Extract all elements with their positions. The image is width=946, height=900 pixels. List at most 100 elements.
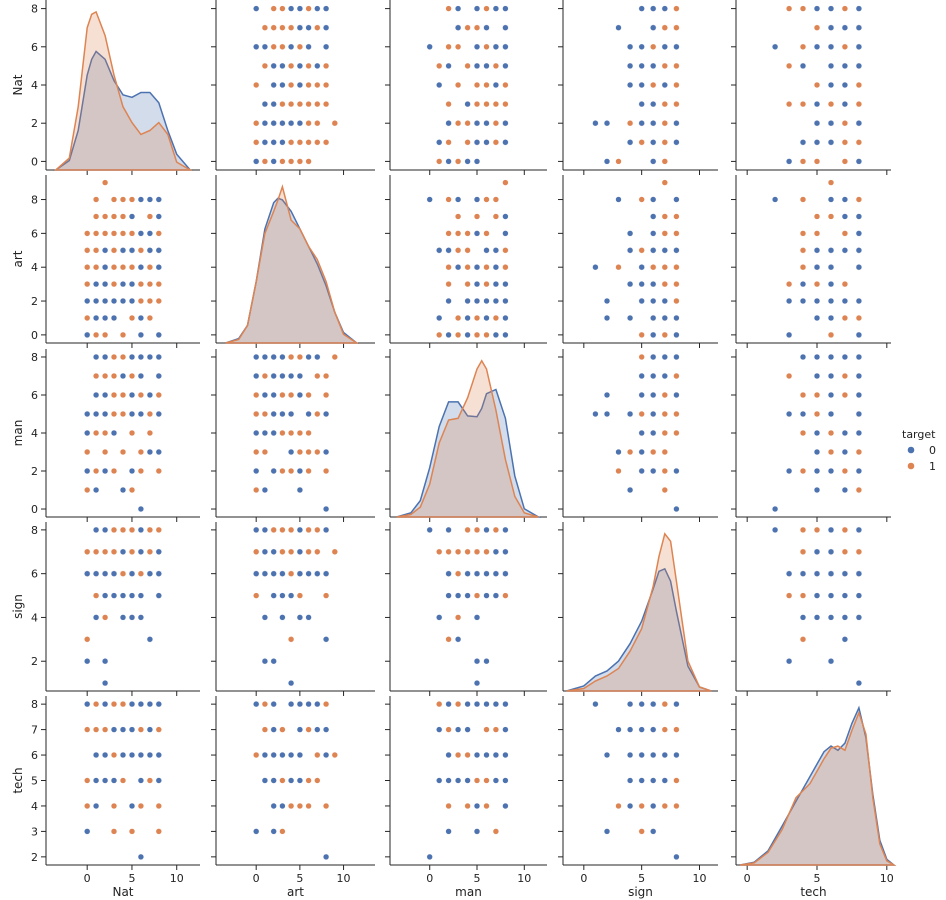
scatter-point-target-0: [128, 353, 136, 361]
scatter-point-target-1: [84, 802, 91, 810]
scatter-point-target-1: [110, 467, 118, 475]
scatter-point-target-1: [92, 372, 100, 380]
scatter-point-target-0: [92, 281, 100, 288]
scatter-point-target-0: [305, 700, 312, 708]
scatter-point-target-0: [673, 247, 680, 254]
scatter-point-target-0: [270, 802, 277, 810]
scatter-point-target-0: [137, 505, 145, 513]
scatter-point-target-0: [841, 614, 849, 621]
scatter-point-target-0: [92, 297, 100, 305]
scatter-point-target-0: [92, 526, 100, 534]
scatter-point-target-0: [128, 592, 136, 599]
scatter-point-target-1: [841, 43, 849, 50]
scatter-point-target-1: [455, 81, 462, 89]
scatter-point-target-1: [101, 726, 109, 733]
scatter-point-target-0: [128, 726, 136, 733]
scatter-point-target-0: [502, 700, 509, 708]
x-tick-label: 0: [253, 872, 260, 885]
scatter-point-target-0: [502, 62, 509, 70]
scatter-point-target-1: [288, 391, 295, 399]
y-tick-label: 4: [31, 261, 38, 274]
scatter-point-target-0: [270, 62, 277, 70]
scatter-point-target-0: [146, 570, 154, 577]
scatter-point-target-1: [483, 331, 490, 339]
scatter-point-target-0: [92, 614, 100, 621]
scatter-point-target-1: [492, 62, 500, 70]
scatter-point-target-0: [650, 247, 657, 254]
y-tick-label: 4: [31, 611, 38, 624]
scatter-point-target-1: [799, 5, 807, 12]
scatter-point-target-1: [813, 391, 821, 399]
scatter-point-target-0: [101, 679, 109, 687]
subplot-sign-vs-man: [385, 522, 547, 696]
scatter-point-target-1: [638, 828, 645, 835]
scatter-point-target-0: [841, 213, 849, 220]
scatter-point-target-1: [445, 100, 452, 108]
scatter-point-target-0: [827, 247, 835, 254]
scatter-point-target-1: [296, 448, 304, 456]
scatter-point-target-0: [855, 43, 863, 50]
scatter-point-target-1: [296, 353, 304, 361]
scatter-point-target-0: [473, 5, 481, 12]
scatter-point-target-0: [638, 700, 645, 708]
scatter-point-target-0: [288, 751, 295, 759]
scatter-point-target-0: [855, 247, 863, 254]
scatter-point-target-0: [323, 570, 330, 577]
scatter-point-target-1: [436, 158, 443, 165]
scatter-point-target-0: [638, 81, 645, 89]
scatter-point-target-1: [473, 81, 481, 89]
scatter-point-target-0: [813, 264, 821, 271]
scatter-point-target-1: [661, 62, 668, 70]
legend-label-1: 1: [929, 460, 936, 473]
scatter-point-target-1: [473, 314, 481, 322]
scatter-point-target-0: [855, 429, 863, 437]
scatter-point-target-1: [483, 5, 490, 12]
scatter-point-target-0: [483, 526, 490, 534]
scatter-point-target-0: [855, 410, 863, 418]
scatter-point-target-0: [799, 353, 807, 361]
scatter-point-target-1: [785, 592, 793, 599]
scatter-point-target-1: [279, 100, 286, 108]
scatter-point-target-0: [110, 726, 118, 733]
y-tick-label: 6: [31, 227, 38, 240]
scatter-point-target-1: [813, 281, 821, 288]
scatter-point-target-0: [841, 196, 849, 203]
scatter-point-target-0: [855, 570, 863, 577]
y-tick-label: 6: [31, 568, 38, 581]
scatter-point-target-0: [785, 658, 793, 665]
scatter-point-target-0: [146, 353, 154, 361]
scatter-point-target-0: [492, 5, 500, 12]
kde-curve-target-1: [225, 184, 360, 344]
scatter-point-target-1: [119, 213, 127, 220]
scatter-point-target-1: [473, 213, 481, 220]
scatter-point-target-0: [673, 505, 680, 513]
scatter-point-target-1: [261, 448, 269, 456]
scatter-point-target-1: [128, 230, 136, 237]
scatter-point-target-0: [261, 429, 269, 437]
scatter-point-target-1: [502, 592, 509, 599]
scatter-point-target-1: [146, 213, 154, 220]
scatter-point-target-1: [483, 726, 490, 733]
scatter-point-target-0: [279, 120, 286, 127]
scatter-point-target-0: [841, 570, 849, 577]
scatter-point-target-1: [92, 331, 100, 339]
scatter-point-target-0: [288, 43, 295, 50]
scatter-point-target-1: [279, 777, 286, 784]
subplot-Nat-vs-tech: [731, 0, 891, 175]
scatter-point-target-0: [146, 247, 154, 254]
scatter-point-target-1: [661, 448, 668, 456]
scatter-point-target-1: [464, 281, 471, 288]
scatter-point-target-0: [603, 828, 611, 835]
scatter-point-target-1: [464, 230, 471, 237]
scatter-point-target-0: [101, 410, 109, 418]
scatter-point-target-0: [603, 314, 611, 322]
scatter-point-target-0: [638, 264, 645, 271]
scatter-point-target-0: [296, 486, 304, 494]
scatter-point-target-1: [799, 247, 807, 254]
subplot-tech-vs-man: 0 5 10 man: [385, 696, 547, 899]
scatter-point-target-1: [84, 636, 91, 643]
scatter-point-target-0: [661, 5, 668, 12]
scatter-point-target-1: [661, 120, 668, 127]
scatter-point-target-0: [445, 777, 452, 784]
